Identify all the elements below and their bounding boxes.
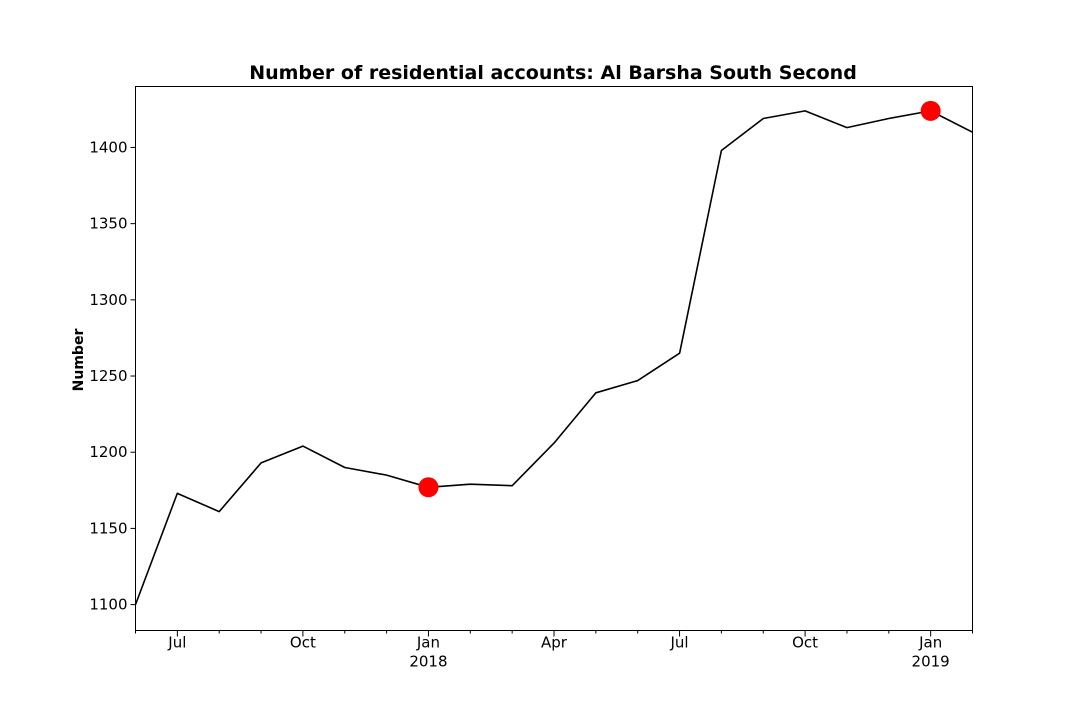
y-axis-label: Number bbox=[71, 329, 87, 392]
x-tick-label: Apr bbox=[541, 634, 568, 652]
x-tick-label: Oct bbox=[290, 634, 316, 652]
highlight-point bbox=[418, 477, 439, 498]
y-tick-label: 1250 bbox=[89, 367, 127, 385]
y-tick-label: 1100 bbox=[89, 596, 127, 614]
y-axis: 1100 1150 1200 1250 1300 1350 1400 bbox=[89, 138, 136, 614]
x-tick-label: Oct bbox=[792, 634, 818, 652]
series-line bbox=[134, 110, 973, 605]
y-tick-label: 1350 bbox=[89, 215, 127, 233]
x-tick-year-label: 2019 bbox=[912, 653, 950, 671]
x-tick-label: Jul bbox=[669, 634, 688, 652]
highlight-point bbox=[920, 100, 941, 121]
y-tick-label: 1400 bbox=[89, 138, 127, 156]
x-tick-label: Jan bbox=[918, 634, 942, 652]
y-tick-label: 1300 bbox=[89, 291, 127, 309]
x-tick-year-label: 2018 bbox=[409, 653, 447, 671]
plot-frame bbox=[135, 86, 973, 631]
y-tick-label: 1150 bbox=[89, 519, 127, 537]
y-tick-label: 1200 bbox=[89, 443, 127, 461]
x-tick-label: Jul bbox=[167, 634, 186, 652]
highlight-markers bbox=[418, 100, 941, 498]
x-tick-label: Jan bbox=[416, 634, 440, 652]
series-group bbox=[134, 110, 973, 605]
chart-title: Number of residential accounts: Al Barsh… bbox=[249, 62, 857, 84]
